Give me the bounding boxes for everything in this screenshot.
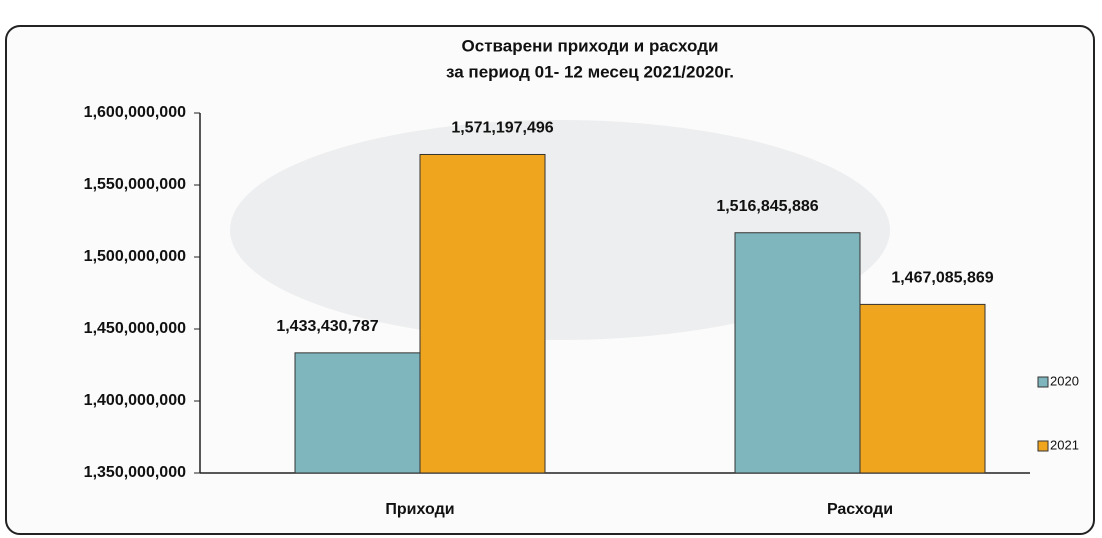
legend-swatch [1037, 440, 1049, 452]
y-tick-label: 1,600,000,000 [84, 104, 186, 121]
chart-subtitle: за период 01- 12 месец 2021/2020г. [446, 62, 734, 81]
y-tick-label: 1,450,000,000 [84, 320, 186, 337]
legend-label: 2021 [1050, 437, 1079, 452]
bar [294, 352, 421, 474]
legend-swatch [1037, 376, 1049, 388]
data-label: 1,433,430,787 [276, 318, 378, 335]
data-label: 1,571,197,496 [451, 120, 553, 137]
y-tick-label: 1,550,000,000 [84, 176, 186, 193]
background-tree [230, 120, 890, 340]
legend-label: 2020 [1050, 373, 1079, 388]
bar [419, 153, 546, 474]
y-tick-label: 1,350,000,000 [84, 464, 186, 481]
bar [734, 232, 861, 474]
chart-title: Остварени приходи и расходи [462, 36, 719, 55]
y-tick-label: 1,400,000,000 [84, 392, 186, 409]
data-label: 1,516,845,886 [716, 198, 818, 215]
x-tick-label: Расходи [827, 501, 893, 518]
bar [859, 303, 986, 474]
x-tick-label: Приходи [385, 501, 454, 518]
y-tick-label: 1,500,000,000 [84, 248, 186, 265]
data-label: 1,467,085,869 [891, 270, 993, 287]
